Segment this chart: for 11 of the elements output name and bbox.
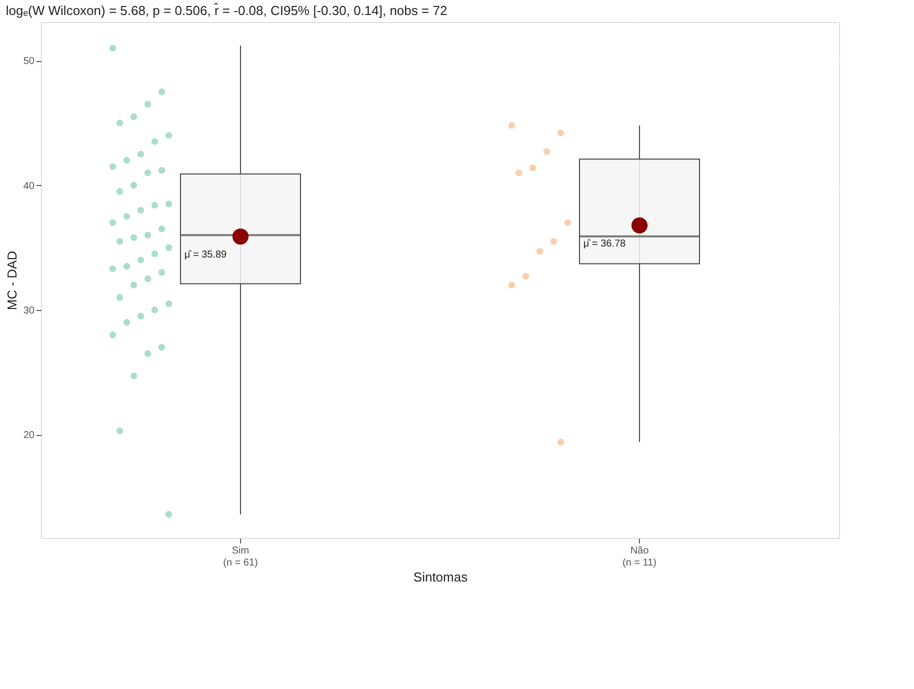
x-tick-label: Não (n = 11) [622,546,656,568]
y-tick-label: 50 [23,56,35,68]
y-tick-label: 40 [23,180,35,192]
x-tick-label: Sim (n = 61) [223,546,258,568]
annotation: μ̂ = 35.89 [184,250,228,260]
chart-title: logₑ(W Wilcoxon) = 5.68, p = 0.506, r̂ = -0.08, CI95% [-0.30, 0.14], nobs = 72 [6,2,448,18]
annotation: μ̂ = 36.78 [583,238,626,250]
y-axis-title: MC - DAD [4,250,20,310]
y-tick-label: 30 [23,305,35,316]
y-tick-label: 20 [23,430,35,442]
x-axis-title: Sintomas [413,570,468,584]
